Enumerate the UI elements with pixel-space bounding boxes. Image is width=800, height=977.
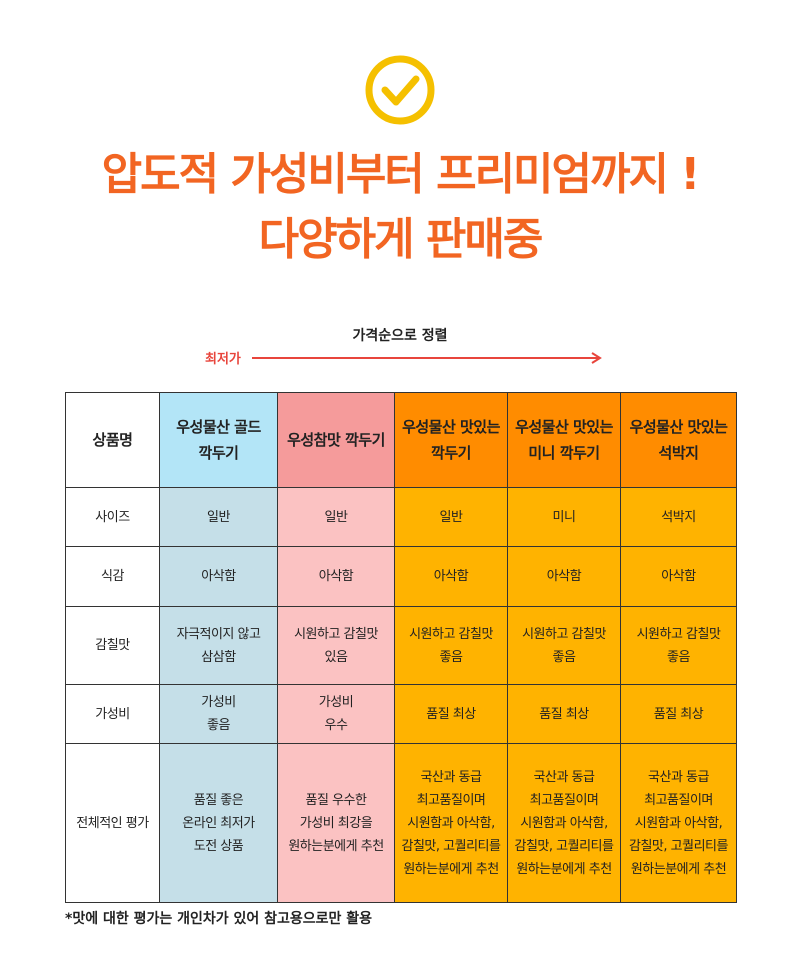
lowest-label: 최저가	[205, 352, 241, 367]
table-cell: 품질 최상	[507, 684, 621, 744]
title-line: 압도적 가성비부터 프리미엄까지 !	[101, 149, 701, 200]
table-row: 가성비 가성비 좋음 가성비 우수 품질 최상 품질 최상 품질 최상	[65, 684, 737, 744]
table-cell: 시원하고 감칠맛 좋음	[394, 606, 508, 685]
header-cell: 우성물산 맛있는 석박지	[620, 392, 737, 488]
table-row: 식감 아삭함 아삭함 아삭함 아삭함 아삭함	[65, 546, 737, 607]
table-cell: 시원하고 감칠맛 좋음	[507, 606, 621, 685]
table-row: 감칠맛 자극적이지 않고 삼삼함 시원하고 감칠맛 있음 시원하고 감칠맛 좋음 시원하…	[65, 606, 737, 685]
table-cell: 자극적이지 않고 삼삼함	[159, 606, 278, 685]
header-cell: 우성물산 골드 깍두기	[159, 392, 278, 488]
table-cell: 아삭함	[507, 546, 621, 607]
table-cell: 품질 우수한 가성비 최강을 원하는분에게 추천	[277, 743, 395, 903]
header-cell: 우성물산 맛있는 깍두기	[394, 392, 508, 488]
table-row: 전체적인 평가 품질 좋은 온라인 최저가 도전 상품 품질 우수한 가성비 최강을…	[65, 743, 737, 903]
footnote: *맛에 대한 평가는 개인차가 있어 참고용으로만 활용	[65, 911, 373, 927]
comparison-table: 상품명 우성물산 골드 깍두기 우성참맛 깍두기 우성물산 맛있는 깍두기 우성물산 맛…	[65, 392, 737, 903]
table-cell: 석박지	[620, 487, 737, 547]
header-row: 상품명 우성물산 골드 깍두기 우성참맛 깍두기 우성물산 맛있는 깍두기 우성물산 맛…	[65, 392, 737, 488]
table-cell: 가성비 좋음	[159, 684, 278, 744]
row-label: 가성비	[65, 684, 160, 744]
table-cell: 국산과 동급 최고품질이며 시원함과 아삭함, 감칠맛, 고퀄리티를 원하는분에…	[620, 743, 737, 903]
table-cell: 국산과 동급 최고품질이며 시원함과 아삭함, 감칠맛, 고퀄리티를 원하는분에…	[507, 743, 621, 903]
row-label: 전체적인 평가	[65, 743, 160, 903]
arrow	[252, 352, 602, 364]
table-cell: 일반	[277, 487, 395, 547]
table-cell: 품질 최상	[394, 684, 508, 744]
table-cell: 아삭함	[394, 546, 508, 607]
table-cell: 시원하고 감칠맛 좋음	[620, 606, 737, 685]
table-cell: 아삭함	[620, 546, 737, 607]
header-cell: 우성물산 맛있는 미니 깍두기	[507, 392, 621, 488]
title-line: 다양하게 판매중	[258, 214, 544, 265]
table-row: 사이즈 일반 일반 일반 미니 석박지	[65, 487, 737, 547]
sort-label: 가격순으로 정렬	[352, 328, 448, 344]
table-cell: 아삭함	[277, 546, 395, 607]
table-cell: 국산과 동급 최고품질이며 시원함과 아삭함, 감칠맛, 고퀄리티를 원하는분에…	[394, 743, 508, 903]
table-cell: 가성비 우수	[277, 684, 395, 744]
table-cell: 품질 좋은 온라인 최저가 도전 상품	[159, 743, 278, 903]
table-cell: 아삭함	[159, 546, 278, 607]
check-icon	[365, 55, 435, 125]
header-cell: 우성참맛 깍두기	[277, 392, 395, 488]
table-cell: 일반	[394, 487, 508, 547]
header-cell: 상품명	[65, 392, 160, 488]
table-cell: 미니	[507, 487, 621, 547]
table-cell: 품질 최상	[620, 684, 737, 744]
row-label: 감칠맛	[65, 606, 160, 685]
row-label: 식감	[65, 546, 160, 607]
row-label: 사이즈	[65, 487, 160, 547]
table-cell: 일반	[159, 487, 278, 547]
table-cell: 시원하고 감칠맛 있음	[277, 606, 395, 685]
